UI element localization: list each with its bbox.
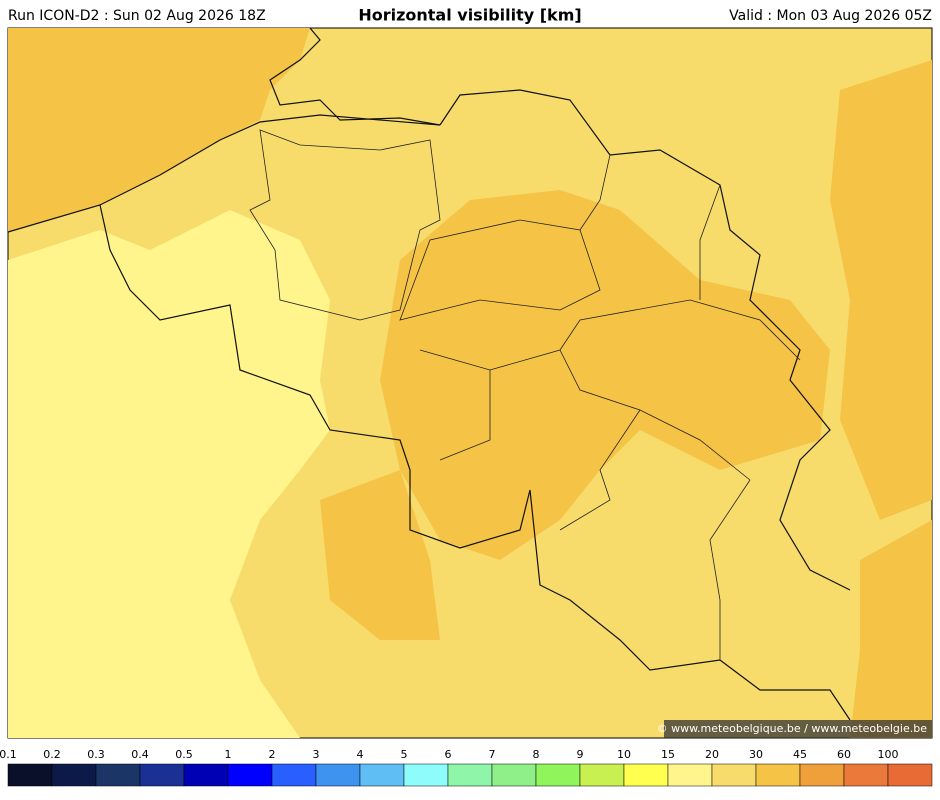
colorbar-label: 8 (533, 748, 540, 761)
colorbar-swatch (139, 763, 185, 787)
colorbar-label: 0.5 (175, 748, 193, 761)
colorbar-label: 0.4 (131, 748, 149, 761)
colorbar-label: 5 (401, 748, 408, 761)
colorbar-swatch (359, 763, 405, 787)
colorbar-swatch (95, 763, 141, 787)
colorbar-label: 2 (269, 748, 276, 761)
colorbar-swatch (711, 763, 757, 787)
dark-area-east (830, 60, 932, 520)
map-title: Horizontal visibility [km] (358, 6, 581, 25)
colorbar-label: 30 (749, 748, 763, 761)
colorbar-label: 6 (445, 748, 452, 761)
copyright-box (664, 720, 932, 738)
run-label: Run ICON-D2 : Sun 02 Aug 2026 18Z (8, 8, 266, 24)
dark-area-center (380, 190, 830, 560)
colorbar-label: 7 (489, 748, 496, 761)
border-netherlands (269, 27, 441, 126)
colorbar: 0.1 0.2 0.3 0.4 0.5 1 2 3 4 5 6 7 8 9 10 15 20 30 45 60 100 (0, 748, 933, 787)
sea-area (8, 28, 310, 232)
colorbar-label: 20 (705, 748, 719, 761)
map (7, 27, 933, 739)
colorbar-label: 45 (793, 748, 807, 761)
colorbar-swatch (843, 763, 889, 787)
colorbar-swatch (227, 763, 273, 787)
colorbar-swatch (535, 763, 581, 787)
colorbar-swatch (315, 763, 361, 787)
provinces (399, 154, 801, 660)
colorbar-swatch (403, 763, 449, 787)
colorbar-swatch (799, 763, 845, 787)
colorbar-swatch (667, 763, 713, 787)
colorbar-swatch (887, 763, 933, 787)
copyright: © www.meteobelgique.be / www.meteobelgie… (657, 722, 928, 735)
colorbar-label: 100 (878, 748, 899, 761)
colorbar-swatch (447, 763, 493, 787)
border-france (99, 204, 851, 721)
colorbar-swatch (755, 763, 801, 787)
colorbar-label: 15 (661, 748, 675, 761)
colorbar-swatch (7, 763, 53, 787)
colorbar-label: 3 (313, 748, 320, 761)
colorbar-label: 0.3 (87, 748, 105, 761)
colorbar-label: 9 (577, 748, 584, 761)
light-area (8, 210, 330, 738)
province-west (249, 129, 441, 321)
border-east (439, 89, 851, 591)
colorbar-label: 4 (357, 748, 364, 761)
colorbar-label: 1 (225, 748, 232, 761)
colorbar-swatch (51, 763, 97, 787)
colorbar-label: 10 (617, 748, 631, 761)
colorbar-swatch (271, 763, 317, 787)
colorbar-label: 0.2 (43, 748, 61, 761)
colorbar-label: 0.1 (0, 748, 17, 761)
colorbar-label: 60 (837, 748, 851, 761)
dark-area-southeast (850, 520, 932, 738)
colorbar-swatch (579, 763, 625, 787)
colorbar-swatch (183, 763, 229, 787)
colorbar-swatch (491, 763, 537, 787)
valid-label: Valid : Mon 03 Aug 2026 05Z (729, 8, 932, 24)
colorbar-swatch (623, 763, 669, 787)
